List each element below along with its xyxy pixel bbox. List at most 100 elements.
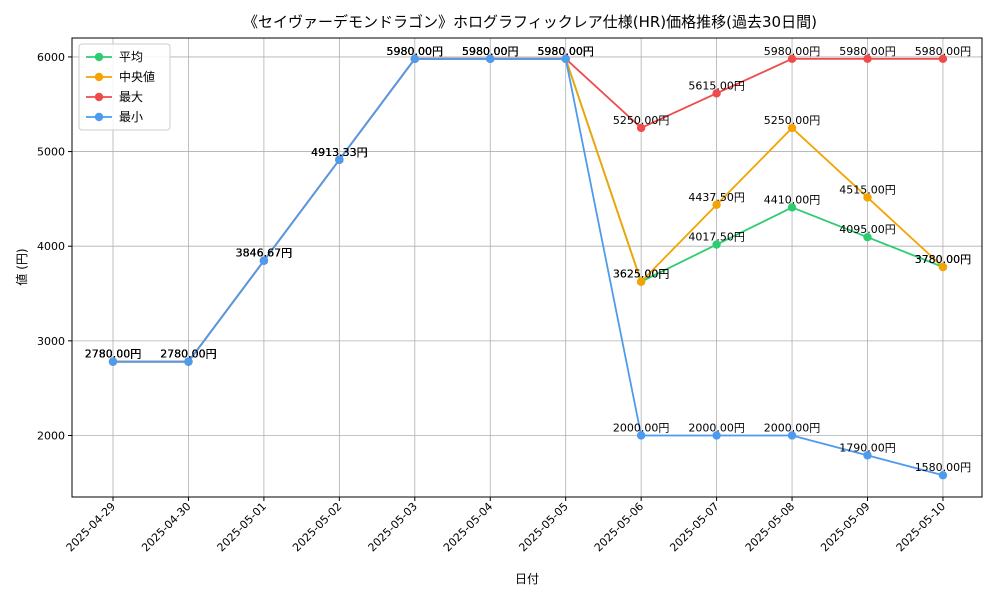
data-label: 5980.00円 — [537, 45, 594, 58]
legend-item: 最小 — [86, 110, 143, 124]
data-point — [787, 431, 797, 440]
y-tick-label: 4000 — [37, 240, 65, 253]
y-tick-label: 2000 — [37, 429, 65, 442]
x-tick-label: 2025-04-30 — [139, 500, 193, 554]
data-point — [636, 123, 646, 133]
x-axis-label: 日付 — [515, 572, 539, 586]
data-label: 5980.00円 — [537, 45, 594, 58]
data-point — [561, 54, 570, 64]
legend-label: 中央値 — [119, 69, 155, 84]
plot-frame — [71, 37, 983, 498]
data-point — [938, 262, 948, 272]
data-point — [787, 54, 797, 64]
x-tick-label: 2025-05-02 — [290, 500, 344, 554]
data-label: 2780.00円 — [85, 348, 142, 361]
y-tick-label: 5000 — [37, 146, 65, 159]
data-label: 5980.00円 — [387, 45, 444, 58]
y-axis: 2000 3000 4000 5000 6000 — [37, 51, 72, 442]
data-label: 2780.00円 — [160, 348, 217, 361]
legend-marker — [94, 52, 104, 62]
series-line — [113, 57, 944, 363]
data-label: 5980.00円 — [462, 45, 519, 58]
series-line — [113, 57, 944, 477]
data-label: 5980.00円 — [462, 45, 519, 58]
y-axis-label: 値 (円) — [14, 248, 29, 285]
x-tick-label: 2025-04-29 — [64, 500, 118, 554]
data-point — [108, 357, 118, 366]
data-label: 2000.00円 — [688, 421, 745, 434]
data-label: 1580.00円 — [915, 461, 972, 474]
data-point — [712, 200, 721, 210]
data-label: 2780.00円 — [160, 348, 217, 361]
legend-marker — [94, 72, 104, 82]
data-label: 2780.00円 — [160, 348, 217, 361]
data-label: 2000.00円 — [613, 421, 670, 434]
legend-marker — [94, 112, 104, 122]
legend-item: 最大 — [86, 90, 143, 104]
data-label: 2780.00円 — [85, 348, 142, 361]
data-label: 3846.67円 — [236, 247, 293, 260]
series-3 — [108, 54, 948, 480]
data-label: 1790.00円 — [839, 441, 896, 454]
data-label: 5980.00円 — [915, 45, 972, 58]
series-line — [113, 57, 943, 363]
data-label: 4913.33円 — [311, 146, 368, 159]
data-label: 4913.33円 — [311, 146, 368, 159]
data-label: 3846.67円 — [236, 247, 293, 260]
x-tick-label: 2025-05-10 — [894, 500, 948, 554]
data-label: 2780.00円 — [85, 348, 142, 361]
data-label: 3780.00円 — [915, 253, 972, 266]
data-label: 3846.67円 — [236, 247, 293, 260]
data-label: 4437.50円 — [688, 191, 745, 204]
data-label: 5980.00円 — [537, 45, 594, 58]
data-point — [410, 54, 419, 64]
data-label: 4095.00円 — [839, 223, 896, 236]
data-label: 5980.00円 — [537, 45, 594, 58]
data-label: 2000.00円 — [764, 421, 821, 434]
x-tick-label: 2025-05-06 — [592, 500, 646, 554]
data-point — [863, 451, 872, 460]
x-tick-label: 2025-05-05 — [516, 500, 570, 554]
series-1 — [108, 54, 948, 366]
y-tick-label: 3000 — [37, 335, 65, 348]
data-point — [636, 431, 646, 440]
data-point — [938, 471, 948, 480]
x-tick-label: 2025-05-03 — [366, 500, 420, 554]
data-point — [863, 193, 872, 202]
data-point — [184, 357, 193, 366]
data-point — [335, 155, 344, 164]
data-point — [863, 233, 872, 242]
data-point — [787, 123, 797, 133]
data-label: 4913.33円 — [311, 146, 368, 159]
legend-box — [78, 43, 171, 131]
data-point — [486, 54, 495, 64]
data-point — [712, 431, 721, 440]
x-axis: 2025-04-29 2025-04-30 2025-05-01 2025-05-02… — [64, 497, 948, 554]
data-label: 4410.00円 — [764, 193, 821, 206]
legend-label: 平均 — [119, 50, 143, 64]
data-label: 5615.00円 — [688, 79, 745, 92]
data-label: 2780.00円 — [85, 348, 142, 361]
data-point — [259, 256, 269, 265]
data-label: 4017.50円 — [688, 231, 745, 244]
data-point — [636, 277, 646, 286]
x-tick-label: 2025-05-08 — [743, 500, 797, 554]
grid — [72, 38, 982, 497]
data-label: 4913.33円 — [311, 146, 368, 159]
data-point — [938, 54, 948, 64]
x-tick-label: 2025-05-01 — [215, 500, 269, 554]
data-label: 5980.00円 — [462, 45, 519, 58]
data-label: 5980.00円 — [839, 45, 896, 58]
x-tick-label: 2025-05-07 — [667, 500, 721, 554]
data-label: 5980.00円 — [387, 45, 444, 58]
data-label: 5980.00円 — [387, 45, 444, 58]
data-label: 5250.00円 — [613, 114, 670, 127]
data-label: 4515.00円 — [839, 183, 896, 196]
data-label: 5250.00円 — [764, 114, 821, 127]
data-label: 3846.67円 — [236, 247, 293, 260]
data-label: 2780.00円 — [160, 348, 217, 361]
data-label: 5980.00円 — [462, 45, 519, 58]
data-labels: 2780.00円 2780.00円 3846.67円 4913.33円 5980.00円… — [85, 45, 971, 474]
data-label: 3625.00円 — [613, 268, 670, 281]
